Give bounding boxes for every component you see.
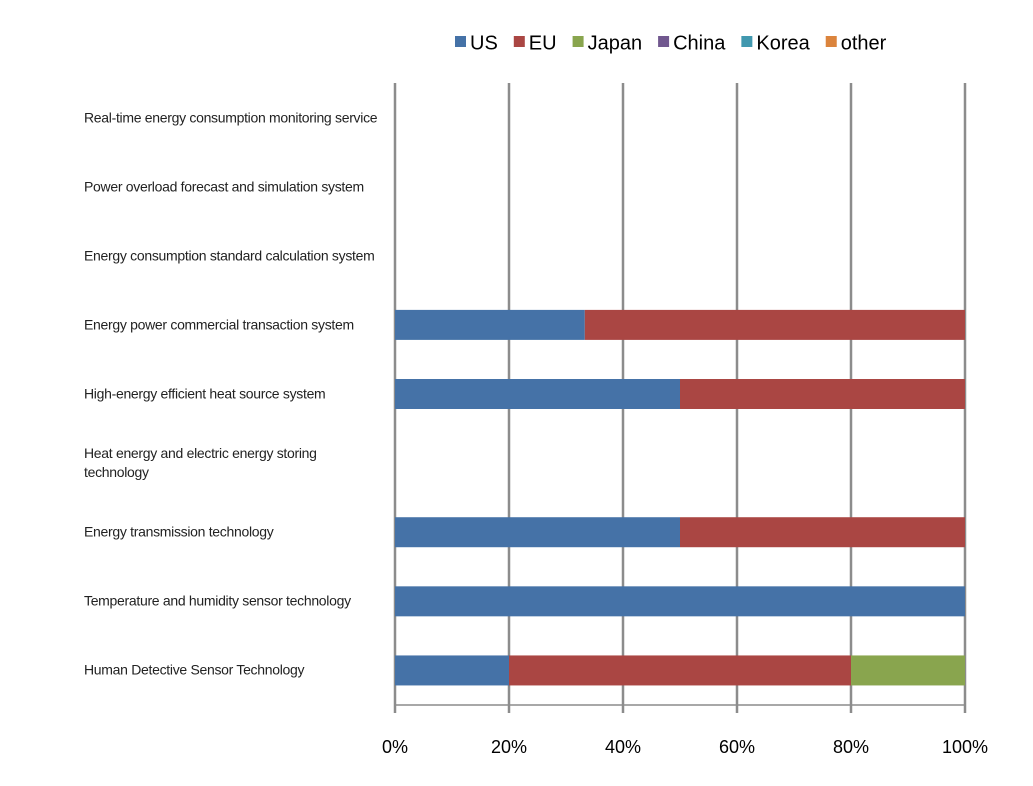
bar-segment	[680, 517, 965, 548]
legend-swatch	[513, 36, 525, 47]
bar-segment	[851, 655, 965, 686]
y-tick-label: Temperature and humidity sensor technolo…	[84, 592, 351, 609]
y-tick-label: Energy transmission technology	[84, 523, 274, 540]
x-tick-label: 0%	[382, 737, 408, 757]
bar-segment	[395, 517, 680, 548]
legend-label: other	[841, 32, 887, 54]
legend-label: Japan	[588, 32, 643, 54]
y-tick-label: Power overload forecast and simulation s…	[84, 178, 364, 195]
x-tick-label: 60%	[719, 737, 755, 757]
x-tick-label: 40%	[605, 737, 641, 757]
legend-swatch	[741, 36, 753, 47]
legend-swatch	[455, 36, 466, 47]
y-tick-label: High-energy efficient heat source system	[84, 385, 326, 402]
bar-segment	[584, 309, 965, 340]
y-tick-label: Energy consumption standard calculation …	[84, 247, 375, 264]
y-tick-label: Energy power commercial transaction syst…	[84, 316, 354, 333]
legend-label: US	[470, 32, 498, 54]
x-tick-label: 80%	[833, 737, 869, 757]
y-tick-label: Heat energy and electric energy storing …	[84, 445, 317, 481]
x-tick-label: 20%	[491, 737, 527, 757]
legend-swatch	[825, 36, 837, 47]
legend-label: EU	[529, 32, 557, 54]
legend-swatch	[572, 36, 584, 47]
x-tick-label: 100%	[942, 737, 988, 757]
y-tick-label: Real-time energy consumption monitoring …	[84, 109, 378, 126]
bar-segment	[395, 655, 509, 686]
legend-label: Korea	[756, 32, 810, 54]
bar-segment	[395, 586, 965, 617]
bar-segment	[395, 309, 585, 340]
bar-segment	[509, 655, 851, 686]
bar-segment	[395, 379, 680, 409]
legend-swatch	[658, 36, 670, 47]
y-tick-label: Human Detective Sensor Technology	[84, 661, 305, 678]
legend-label: China	[673, 32, 726, 54]
bar-segment	[680, 379, 965, 409]
